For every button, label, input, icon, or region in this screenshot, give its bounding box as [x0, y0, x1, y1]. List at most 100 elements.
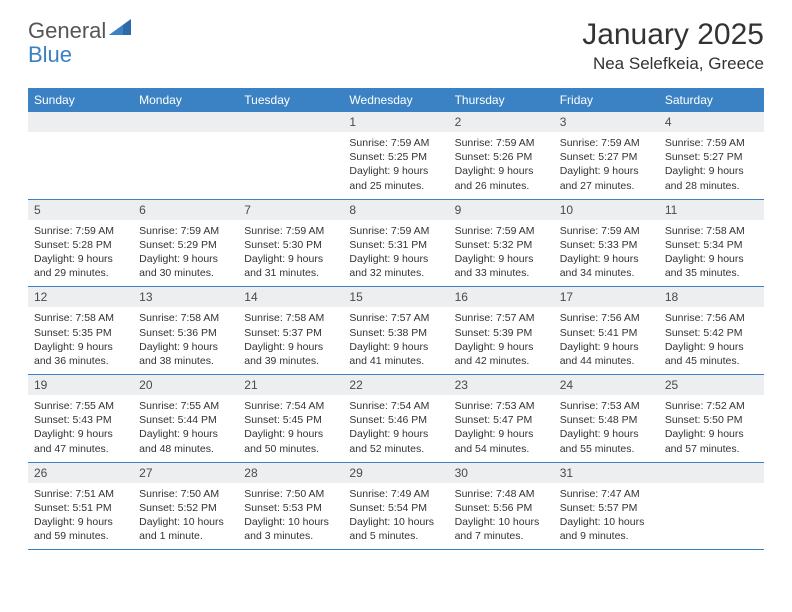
day-line: Daylight: 9 hours: [455, 252, 548, 266]
day-line: and 54 minutes.: [455, 442, 548, 456]
day-number: 13: [133, 287, 238, 307]
day-line: Sunrise: 7:59 AM: [349, 224, 442, 238]
day-line: and 36 minutes.: [34, 354, 127, 368]
title-block: January 2025 Nea Selefkeia, Greece: [582, 18, 764, 74]
calendar-cell: 23 Sunrise: 7:53 AMSunset: 5:47 PMDayligh…: [449, 375, 554, 462]
day-line: Sunrise: 7:55 AM: [139, 399, 232, 413]
day-content: Sunrise: 7:59 AMSunset: 5:26 PMDaylight:…: [449, 136, 554, 193]
week-row: 5Sunrise: 7:59 AMSunset: 5:28 PMDaylight…: [28, 200, 764, 288]
calendar-cell: 11Sunrise: 7:58 AMSunset: 5:34 PMDayligh…: [659, 200, 764, 287]
day-number: 12: [28, 287, 133, 307]
calendar-cell: [133, 112, 238, 199]
day-number: 17: [554, 287, 659, 307]
day-number: 27: [133, 463, 238, 483]
day-content: Sunrise: 7:49 AMSunset: 5:54 PMDaylight:…: [343, 487, 448, 544]
day-number: 2: [449, 112, 554, 132]
day-content: Sunrise: 7:48 AMSunset: 5:56 PMDaylight:…: [449, 487, 554, 544]
day-line: Sunrise: 7:59 AM: [139, 224, 232, 238]
day-number: 9: [449, 200, 554, 220]
calendar-cell: 18Sunrise: 7:56 AMSunset: 5:42 PMDayligh…: [659, 287, 764, 374]
day-line: Sunset: 5:42 PM: [665, 326, 758, 340]
day-line: Sunset: 5:50 PM: [665, 413, 758, 427]
day-header: Sunday: [28, 88, 133, 112]
day-line: Sunset: 5:28 PM: [34, 238, 127, 252]
day-line: Daylight: 9 hours: [665, 427, 758, 441]
calendar-cell: 30Sunrise: 7:48 AMSunset: 5:56 PMDayligh…: [449, 463, 554, 550]
day-content: Sunrise: 7:56 AMSunset: 5:41 PMDaylight:…: [554, 311, 659, 368]
day-line: Daylight: 9 hours: [34, 427, 127, 441]
calendar-cell: 7Sunrise: 7:59 AMSunset: 5:30 PMDaylight…: [238, 200, 343, 287]
day-line: Sunrise: 7:49 AM: [349, 487, 442, 501]
day-line: Sunset: 5:34 PM: [665, 238, 758, 252]
calendar-cell: 6Sunrise: 7:59 AMSunset: 5:29 PMDaylight…: [133, 200, 238, 287]
day-line: Daylight: 9 hours: [455, 427, 548, 441]
calendar-cell: 14Sunrise: 7:58 AMSunset: 5:37 PMDayligh…: [238, 287, 343, 374]
day-content: Sunrise: 7:53 AMSunset: 5:47 PMDaylight:…: [449, 399, 554, 456]
day-line: Sunrise: 7:58 AM: [244, 311, 337, 325]
day-line: and 28 minutes.: [665, 179, 758, 193]
day-line: and 3 minutes.: [244, 529, 337, 543]
week-row: 26Sunrise: 7:51 AMSunset: 5:51 PMDayligh…: [28, 463, 764, 551]
day-number: 7: [238, 200, 343, 220]
day-number: 29: [343, 463, 448, 483]
day-number: 4: [659, 112, 764, 132]
day-header: Wednesday: [343, 88, 448, 112]
day-line: and 31 minutes.: [244, 266, 337, 280]
calendar-cell: 8Sunrise: 7:59 AMSunset: 5:31 PMDaylight…: [343, 200, 448, 287]
day-number: 18: [659, 287, 764, 307]
day-line: Sunset: 5:38 PM: [349, 326, 442, 340]
day-line: and 34 minutes.: [560, 266, 653, 280]
calendar-cell: 5Sunrise: 7:59 AMSunset: 5:28 PMDaylight…: [28, 200, 133, 287]
day-line: and 44 minutes.: [560, 354, 653, 368]
day-content: Sunrise: 7:47 AMSunset: 5:57 PMDaylight:…: [554, 487, 659, 544]
day-line: Sunset: 5:57 PM: [560, 501, 653, 515]
day-line: and 47 minutes.: [34, 442, 127, 456]
day-content: Sunrise: 7:53 AMSunset: 5:48 PMDaylight:…: [554, 399, 659, 456]
calendar: Sunday Monday Tuesday Wednesday Thursday…: [28, 88, 764, 550]
day-header: Tuesday: [238, 88, 343, 112]
day-number: 22: [343, 375, 448, 395]
logo-triangle-icon: [109, 19, 131, 37]
day-line: Sunrise: 7:58 AM: [34, 311, 127, 325]
calendar-cell: 20 Sunrise: 7:55 AMSunset: 5:44 PMDayligh…: [133, 375, 238, 462]
week-row: 12Sunrise: 7:58 AMSunset: 5:35 PMDayligh…: [28, 287, 764, 375]
day-line: Sunset: 5:44 PM: [139, 413, 232, 427]
calendar-cell: 25Sunrise: 7:52 AMSunset: 5:50 PMDayligh…: [659, 375, 764, 462]
calendar-cell: 21Sunrise: 7:54 AMSunset: 5:45 PMDayligh…: [238, 375, 343, 462]
day-line: Sunrise: 7:54 AM: [244, 399, 337, 413]
day-line: Daylight: 10 hours: [560, 515, 653, 529]
day-line: Sunrise: 7:47 AM: [560, 487, 653, 501]
day-line: Daylight: 9 hours: [455, 340, 548, 354]
day-content: Sunrise: 7:58 AMSunset: 5:37 PMDaylight:…: [238, 311, 343, 368]
calendar-cell: 13 Sunrise: 7:58 AMSunset: 5:36 PMDayligh…: [133, 287, 238, 374]
day-line: Sunrise: 7:50 AM: [139, 487, 232, 501]
day-line: and 48 minutes.: [139, 442, 232, 456]
day-line: Sunset: 5:27 PM: [665, 150, 758, 164]
day-line: Daylight: 9 hours: [665, 164, 758, 178]
day-line: Daylight: 9 hours: [560, 164, 653, 178]
day-content: Sunrise: 7:54 AMSunset: 5:45 PMDaylight:…: [238, 399, 343, 456]
day-content: Sunrise: 7:59 AMSunset: 5:31 PMDaylight:…: [343, 224, 448, 281]
day-line: Sunrise: 7:48 AM: [455, 487, 548, 501]
day-line: Sunset: 5:30 PM: [244, 238, 337, 252]
day-number: 23: [449, 375, 554, 395]
day-line: Daylight: 10 hours: [139, 515, 232, 529]
day-content: Sunrise: 7:58 AMSunset: 5:36 PMDaylight:…: [133, 311, 238, 368]
day-line: Sunrise: 7:59 AM: [560, 136, 653, 150]
day-line: Daylight: 10 hours: [244, 515, 337, 529]
day-line: Daylight: 9 hours: [139, 427, 232, 441]
calendar-cell: [28, 112, 133, 199]
day-line: Sunrise: 7:56 AM: [560, 311, 653, 325]
calendar-cell: 3Sunrise: 7:59 AMSunset: 5:27 PMDaylight…: [554, 112, 659, 199]
day-line: and 5 minutes.: [349, 529, 442, 543]
day-number: 25: [659, 375, 764, 395]
day-line: Sunset: 5:37 PM: [244, 326, 337, 340]
day-content: Sunrise: 7:59 AMSunset: 5:27 PMDaylight:…: [659, 136, 764, 193]
day-line: and 1 minute.: [139, 529, 232, 543]
day-line: and 33 minutes.: [455, 266, 548, 280]
day-number: 20: [133, 375, 238, 395]
calendar-cell: 24Sunrise: 7:53 AMSunset: 5:48 PMDayligh…: [554, 375, 659, 462]
day-number: 15: [343, 287, 448, 307]
day-number: [28, 112, 133, 132]
day-line: and 30 minutes.: [139, 266, 232, 280]
